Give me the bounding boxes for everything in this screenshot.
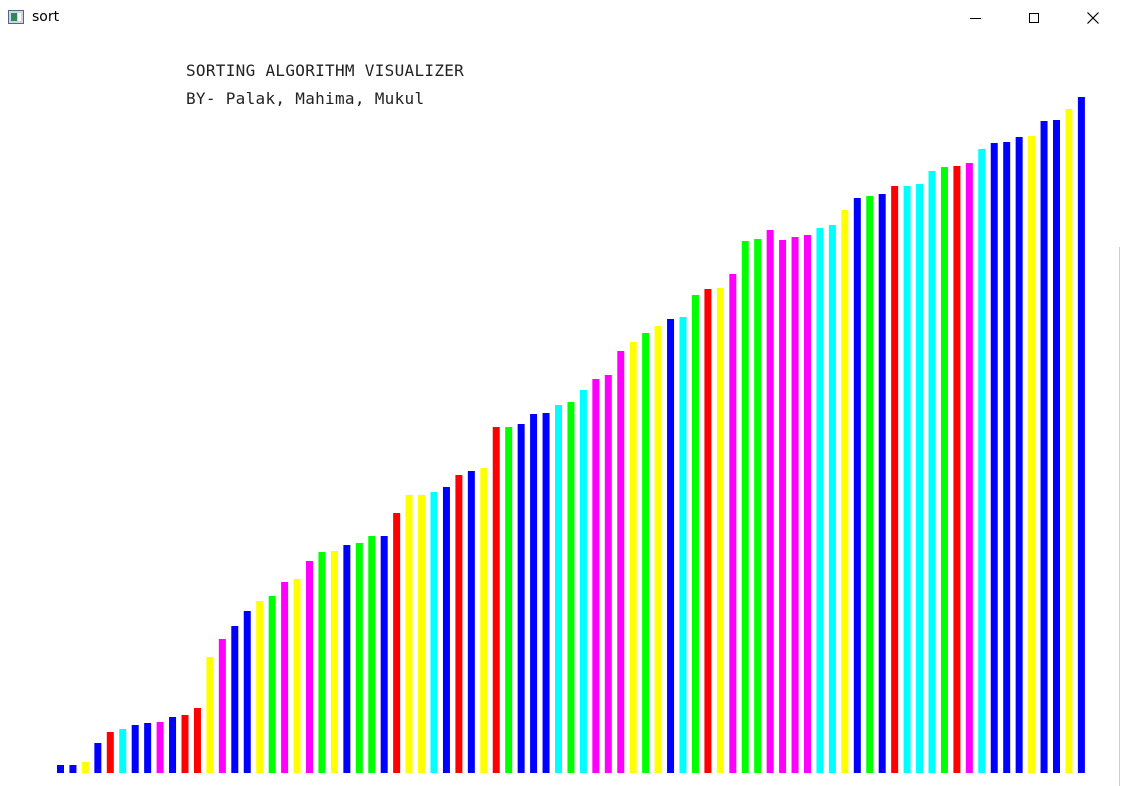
bar-36 <box>492 427 500 773</box>
close-icon <box>1087 12 1099 24</box>
bar-30 <box>418 495 426 773</box>
bar-66 <box>866 196 874 773</box>
bar-7 <box>131 725 139 773</box>
bar-49 <box>654 326 662 773</box>
bar-20 <box>293 579 301 773</box>
bar-80 <box>1040 121 1048 773</box>
bar-27 <box>380 536 388 773</box>
bar-6 <box>119 729 127 773</box>
bar-65 <box>853 198 861 773</box>
bar-70 <box>916 184 924 773</box>
app-icon <box>8 10 24 24</box>
bar-74 <box>965 163 973 773</box>
minimize-button[interactable] <box>946 0 1004 36</box>
bar-17 <box>256 601 264 773</box>
bar-67 <box>878 194 886 773</box>
bar-61 <box>804 235 811 773</box>
bar-59 <box>779 240 787 773</box>
bar-16 <box>243 611 251 773</box>
bar-40 <box>542 413 550 773</box>
bar-45 <box>604 375 612 773</box>
bar-11 <box>181 715 189 773</box>
bar-73 <box>953 166 961 773</box>
bar-22 <box>318 552 326 773</box>
bar-25 <box>355 543 363 773</box>
visualizer-authors: BY- Palak, Mahima, Mukul <box>186 89 425 108</box>
bar-57 <box>754 239 762 773</box>
bar-33 <box>455 475 463 773</box>
bar-51 <box>679 317 687 773</box>
bar-28 <box>393 513 401 773</box>
bar-39 <box>530 414 538 773</box>
bar-75 <box>978 149 986 773</box>
bar-81 <box>1053 120 1060 773</box>
bar-5 <box>106 732 114 773</box>
bar-43 <box>579 390 587 773</box>
bar-38 <box>517 424 525 773</box>
bar-71 <box>928 171 936 773</box>
bar-64 <box>841 210 849 773</box>
bar-23 <box>330 551 338 773</box>
bar-48 <box>642 333 650 773</box>
bar-68 <box>891 186 899 773</box>
bar-32 <box>442 487 450 773</box>
bar-58 <box>766 230 774 773</box>
bar-50 <box>667 319 675 773</box>
bar-12 <box>193 708 201 773</box>
visualizer-title: SORTING ALGORITHM VISUALIZER <box>186 61 465 80</box>
title-bar[interactable]: sort <box>0 0 1130 36</box>
bar-82 <box>1065 109 1073 773</box>
bar-9 <box>156 722 164 773</box>
bar-10 <box>169 717 177 773</box>
minimize-icon <box>969 17 981 19</box>
bar-29 <box>405 495 413 773</box>
bar-69 <box>903 186 911 773</box>
bar-37 <box>505 427 513 773</box>
bar-35 <box>480 468 488 773</box>
bar-83 <box>1077 97 1085 773</box>
bar-34 <box>467 471 475 773</box>
bar-44 <box>592 379 600 773</box>
maximize-button[interactable] <box>1005 0 1063 36</box>
bar-19 <box>281 582 289 773</box>
bar-21 <box>306 561 313 773</box>
bar-46 <box>617 351 625 773</box>
window-edge <box>1119 247 1120 786</box>
bar-42 <box>567 402 575 773</box>
bar-52 <box>691 295 699 773</box>
bar-8 <box>144 723 152 773</box>
bar-60 <box>791 237 799 773</box>
bar-14 <box>218 639 226 773</box>
bar-77 <box>1003 142 1011 773</box>
bar-79 <box>1028 136 1036 773</box>
close-button[interactable] <box>1064 0 1122 36</box>
bar-53 <box>704 289 712 773</box>
bar-56 <box>741 241 749 773</box>
bar-47 <box>629 342 637 773</box>
bar-31 <box>430 492 438 773</box>
bar-24 <box>343 545 351 773</box>
bar-3 <box>81 762 89 773</box>
bar-41 <box>555 405 562 773</box>
bar-63 <box>828 225 836 773</box>
bar-78 <box>1015 137 1023 773</box>
bar-26 <box>368 536 376 773</box>
bar-18 <box>268 596 276 773</box>
bar-2 <box>69 765 77 773</box>
bar-62 <box>816 228 824 773</box>
bar-15 <box>231 626 239 773</box>
bar-76 <box>990 143 998 773</box>
window-title: sort <box>32 9 60 25</box>
bar-1 <box>57 765 64 773</box>
bar-13 <box>206 657 214 773</box>
maximize-icon <box>1029 13 1039 23</box>
bar-54 <box>716 288 724 773</box>
bar-4 <box>94 743 102 773</box>
bar-55 <box>729 274 737 773</box>
bar-72 <box>940 167 948 773</box>
